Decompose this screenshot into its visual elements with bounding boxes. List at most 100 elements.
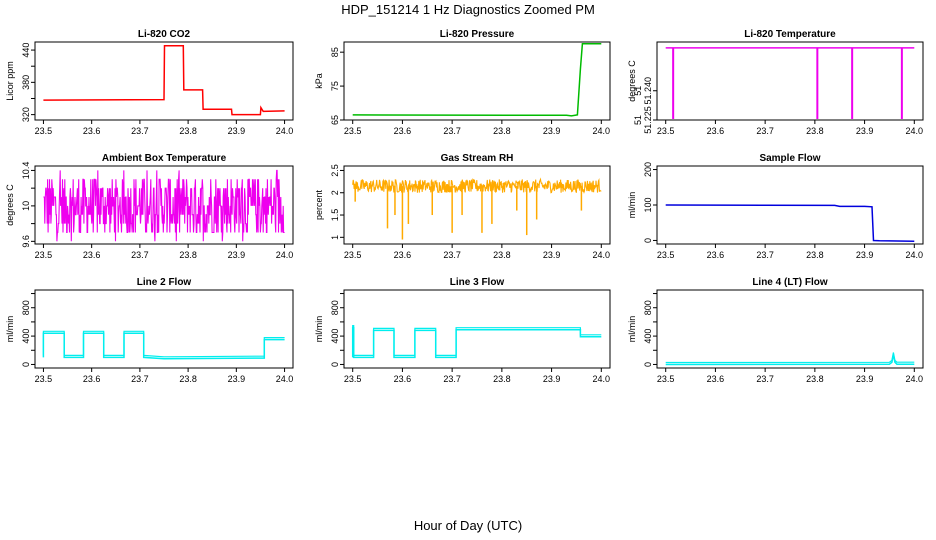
x-tick-label: 23.6 [394,250,412,260]
panel-title: Li-820 Temperature [744,29,836,40]
x-tick-label: 23.8 [179,250,197,260]
y-tick-label: 10 [21,201,31,211]
y-tick-label: 1 [330,235,340,240]
panel-title: Li-820 Pressure [440,29,515,40]
y-tick-label: 320 [21,107,31,122]
x-tick-label: 23.5 [344,126,362,136]
x-tick-label: 23.7 [443,374,461,384]
y-tick-label: 1.5 [330,209,340,222]
series-line [352,177,602,195]
x-tick-label: 23.6 [707,126,725,136]
y-tick-label: 2 [330,190,340,195]
panel-1: Li-820 CO2 23.5 23.6 23.7 23.8 23.9 24.0 320 380… [5,29,294,136]
plot-frame [343,165,611,245]
plot-frame [34,165,294,245]
x-tick-label: 23.6 [83,250,101,260]
x-tick-label: 23.9 [543,126,561,136]
figure-title: HDP_151214 1 Hz Diagnostics Zoomed PM [341,2,595,17]
y-axis-label: degrees C [5,184,15,226]
y-tick-label: 400 [643,329,653,344]
y-tick-label: 800 [330,300,340,315]
x-tick-label: 23.7 [131,126,149,136]
x-tick-label: 24.0 [906,250,924,260]
plot-area [351,325,602,359]
x-tick-label: 23.9 [228,126,246,136]
panel-grid: Li-820 CO2 23.5 23.6 23.7 23.8 23.9 24.0 320 380… [5,29,924,384]
series-line [352,43,602,117]
plot-area [43,169,285,242]
x-tick-label: 23.7 [131,374,149,384]
x-tick-label: 23.8 [179,126,197,136]
panel-8: Line 3 Flow 23.5 23.6 23.7 23.8 23.9 24.0 0 400 8… [314,277,611,384]
panel-title: Gas Stream RH [441,153,514,164]
x-tick-label: 23.6 [707,374,725,384]
x-tick-label: 23.5 [35,250,53,260]
plot-frame [343,289,611,369]
x-tick-label: 23.8 [493,374,511,384]
panel-3: Li-820 Temperature 23.5 23.6 23.7 23.8 23.9 24… [627,29,924,136]
plot-area [352,43,602,117]
figure-xlabel: Hour of Day (UTC) [414,518,522,533]
panel-title: Line 2 Flow [137,277,192,288]
x-tick-label: 23.9 [856,126,874,136]
y-tick-prefix: 51 [633,86,643,96]
y-axis-label: ml/min [627,192,637,219]
y-axis-label: kPa [314,73,324,89]
y-tick-label: 400 [330,329,340,344]
plot-area [665,204,915,242]
x-tick-label: 24.0 [276,250,294,260]
y-tick-label: 100 [643,197,653,212]
x-tick-label: 23.8 [179,374,197,384]
x-tick-label: 23.5 [344,374,362,384]
series-line [351,326,602,359]
x-tick-label: 23.8 [806,250,824,260]
y-axis-label: percent [314,189,324,220]
series-band [352,325,602,356]
y-tick-label: 440 [21,43,31,58]
plot-frame [656,289,924,369]
x-tick-label: 23.7 [443,250,461,260]
y-tick-label: 0 [643,362,653,367]
x-tick-label: 23.7 [756,250,774,260]
y-tick-label: 9.6 [21,235,31,248]
x-tick-label: 23.8 [806,126,824,136]
panel-2: Li-820 Pressure 23.5 23.6 23.7 23.8 23.9 24.0 6… [314,29,611,136]
series-line [43,45,285,116]
x-tick-label: 23.8 [493,126,511,136]
x-tick-label: 23.7 [131,250,149,260]
x-tick-label: 23.5 [657,126,675,136]
panel-title: Sample Flow [759,153,820,164]
x-tick-label: 23.7 [443,126,461,136]
panel-7: Line 2 Flow 23.5 23.6 23.7 23.8 23.9 24.0 0 400 8… [5,277,294,384]
x-tick-label: 23.7 [756,374,774,384]
plot-frame [34,289,294,369]
x-tick-label: 23.5 [657,374,675,384]
panel-5: Gas Stream RH 23.5 23.6 23.7 23.8 23.9 24.0 1 1.… [314,153,611,260]
x-tick-label: 24.0 [276,374,294,384]
x-tick-label: 24.0 [906,126,924,136]
y-tick-label: 800 [21,300,31,315]
x-tick-label: 24.0 [593,126,611,136]
y-tick-label: 51.225 [643,106,653,134]
plot-area [43,45,285,116]
plot-frame [343,41,611,121]
panel-title: Li-820 CO2 [138,29,191,40]
x-tick-label: 23.7 [756,126,774,136]
y-tick-label: 380 [21,75,31,90]
plot-area [665,352,915,366]
y-tick-label: 200 [643,162,653,177]
x-tick-label: 24.0 [906,374,924,384]
x-tick-label: 23.9 [856,374,874,384]
y-tick-label: 51.240 [643,77,653,105]
x-tick-label: 23.8 [806,374,824,384]
y-tick-label: 800 [643,300,653,315]
series-line [665,204,915,242]
panel-6: Sample Flow 23.5 23.6 23.7 23.8 23.9 24.0 0 100 2… [627,153,924,260]
x-tick-label: 23.9 [228,374,246,384]
panel-title: Line 3 Flow [450,277,505,288]
x-tick-label: 23.6 [394,374,412,384]
x-tick-label: 23.5 [35,374,53,384]
x-tick-label: 23.6 [707,250,725,260]
x-tick-label: 23.9 [543,250,561,260]
